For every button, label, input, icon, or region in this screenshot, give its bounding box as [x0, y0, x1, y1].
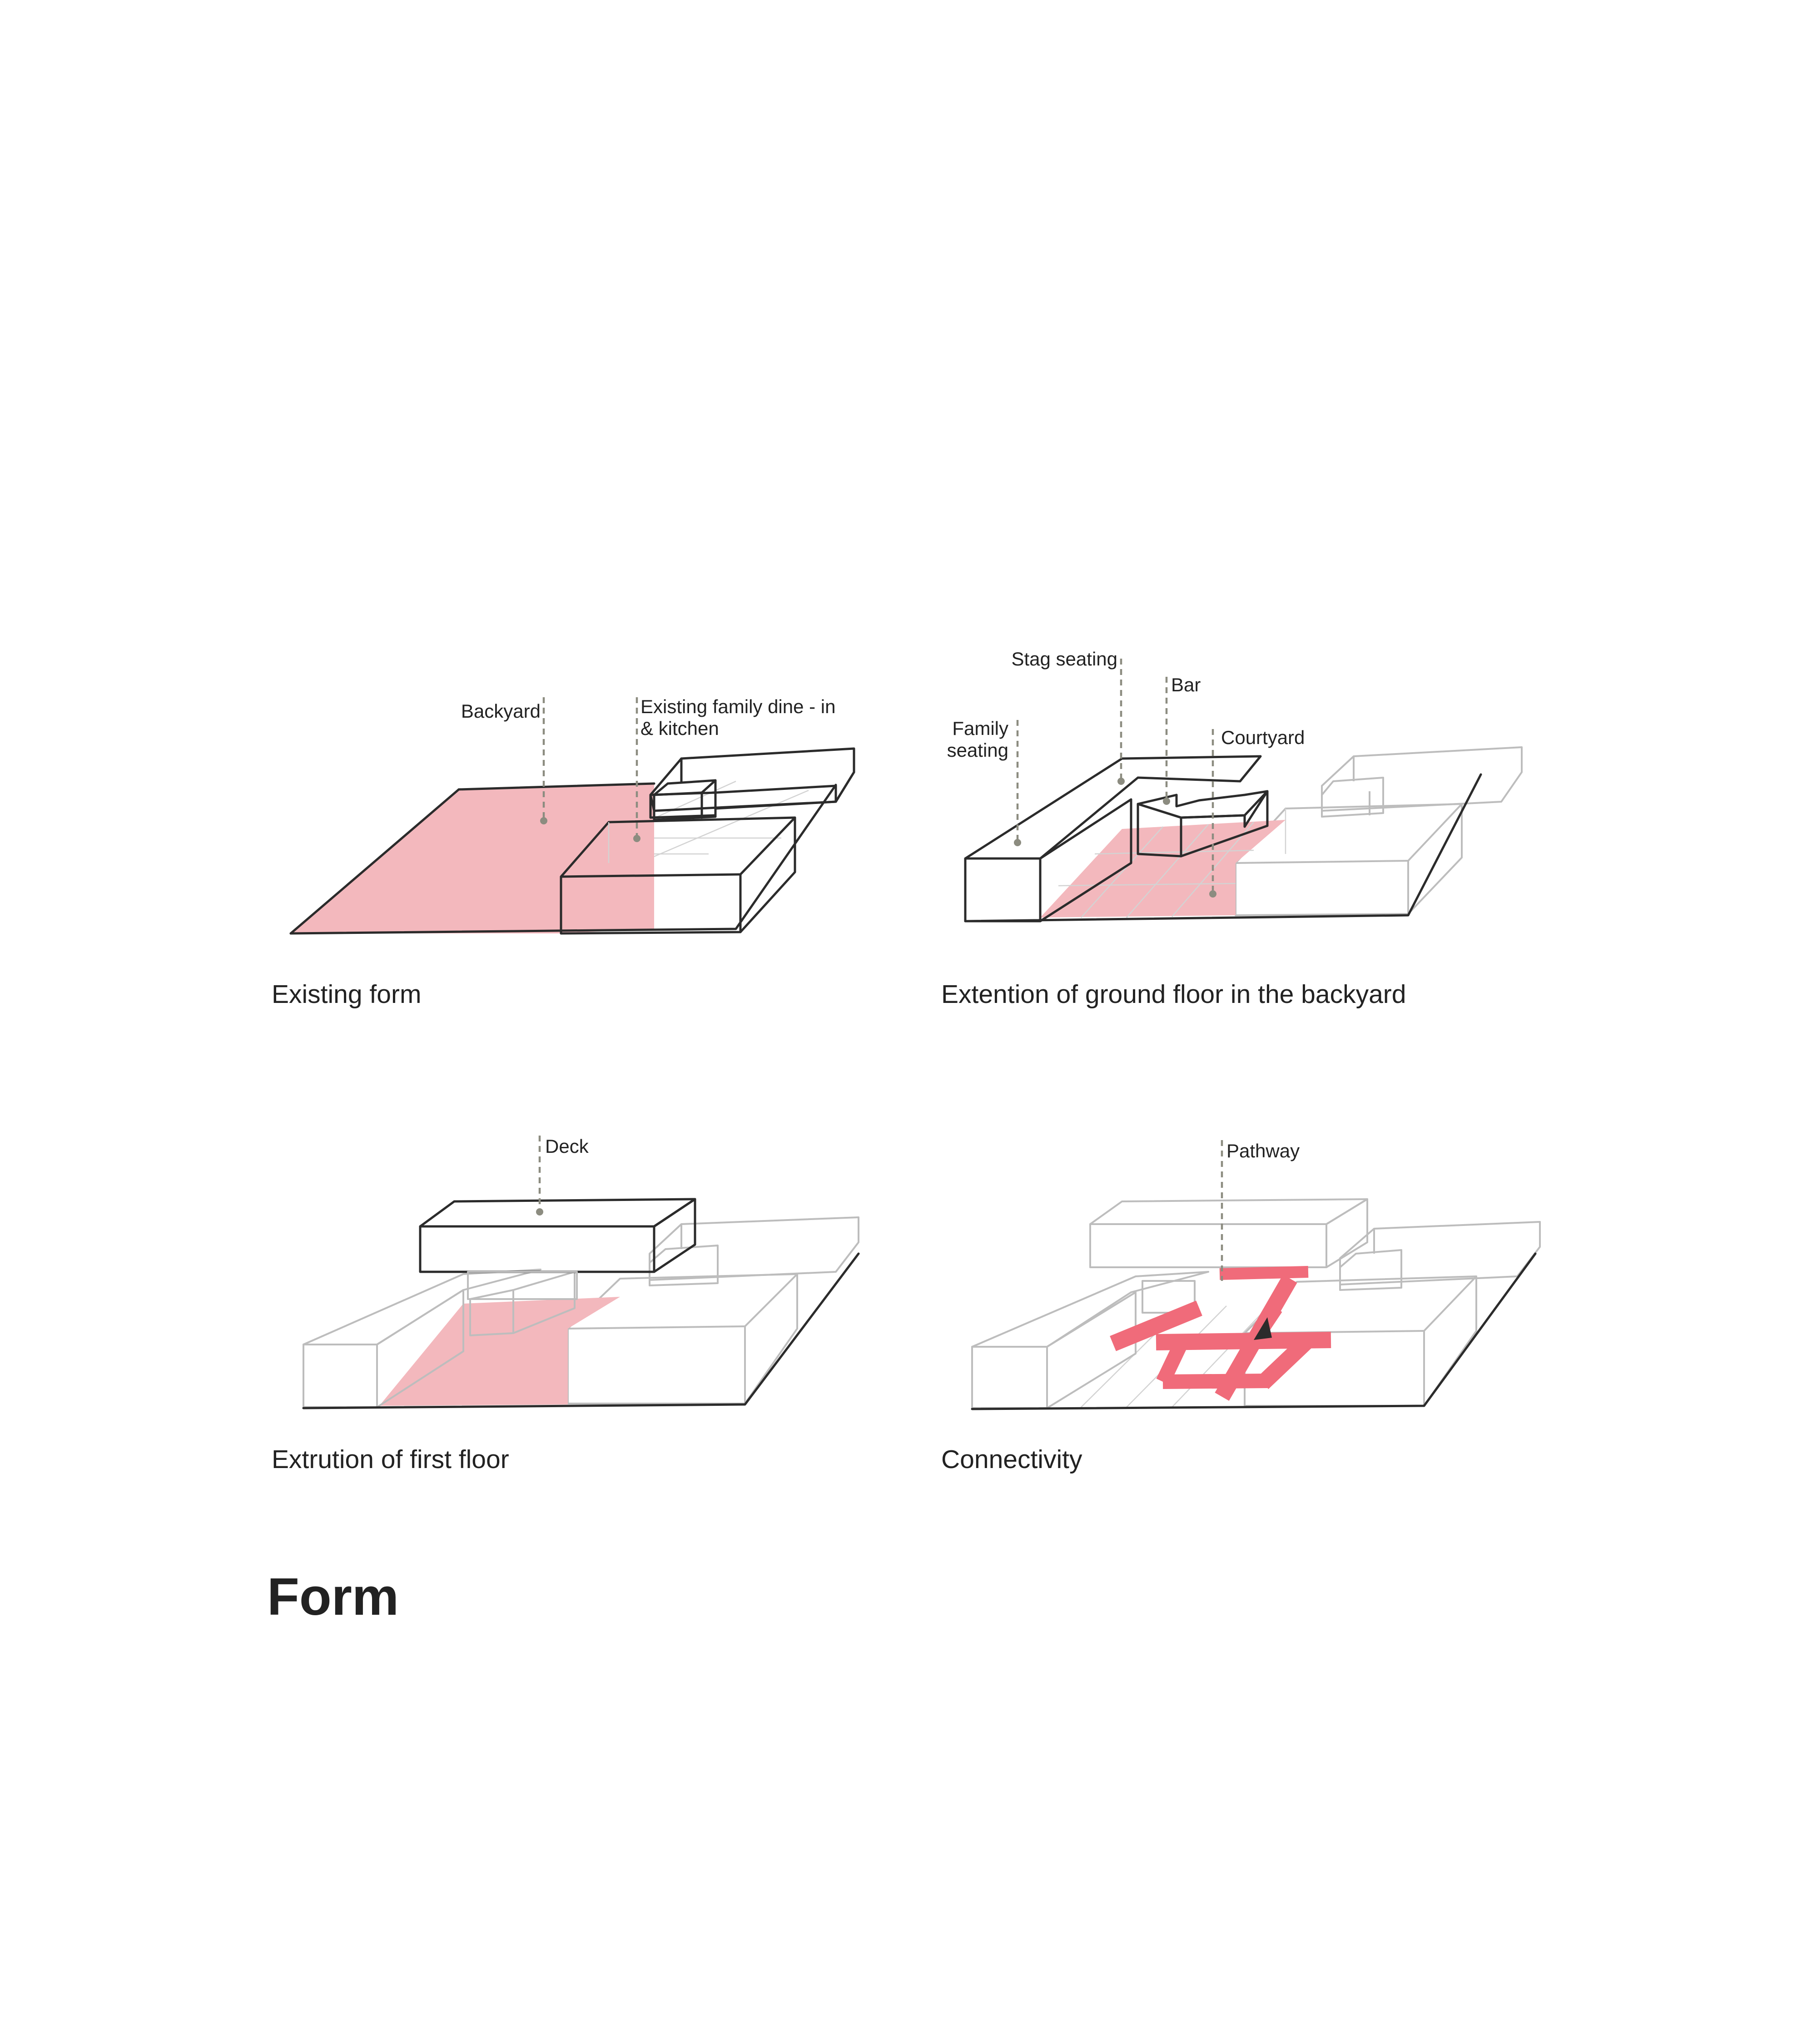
- connectivity-site-outline: [971, 1252, 1537, 1410]
- panel-existing-form: Backyard Existing family dine - in & kit…: [272, 696, 855, 1009]
- label-kitchen-line1: Existing family dine - in: [640, 696, 836, 717]
- backyard-area: [291, 784, 654, 933]
- label-family-line2: seating: [947, 739, 1008, 761]
- panel-first-floor: Deck Extrution of first floor: [272, 1136, 860, 1474]
- pathway-top-bar: [1219, 1266, 1309, 1280]
- family-leader-dot: [1014, 839, 1021, 846]
- bar-leader-dot: [1163, 798, 1170, 805]
- deck-leader-dot: [536, 1208, 543, 1215]
- stag-leader-dot: [1117, 778, 1125, 785]
- extension-ghost-existing: [1235, 746, 1523, 916]
- label-courtyard: Courtyard: [1221, 727, 1305, 748]
- courtyard-area: [1040, 820, 1286, 918]
- site-top-edge: [457, 782, 655, 791]
- pathway-network: [1110, 1266, 1331, 1401]
- caption-connectivity: Connectivity: [941, 1445, 1082, 1474]
- pathway-left-rise: [1156, 1340, 1188, 1385]
- caption-extension: Extention of ground floor in the backyar…: [941, 980, 1406, 1009]
- panel-extension: Family seating Stag seating Bar Courtyar…: [941, 648, 1523, 1009]
- pathway-lower-bar: [1110, 1300, 1202, 1351]
- pathway-right-loop: [1257, 1334, 1314, 1389]
- label-bar: Bar: [1171, 674, 1201, 695]
- caption-first-floor: Extrution of first floor: [272, 1445, 509, 1474]
- backyard-leader-dot: [540, 817, 547, 824]
- first-floor-site-outline: [302, 1252, 860, 1409]
- deck-block: [419, 1198, 696, 1273]
- site-back-edge: [289, 788, 460, 935]
- first-floor-support: [467, 1271, 578, 1300]
- label-stag-seating: Stag seating: [1011, 648, 1117, 670]
- label-family-line1: Family: [952, 718, 1008, 739]
- extension-site-outline: [964, 773, 1482, 923]
- courtyard-leader-dot: [1209, 890, 1216, 898]
- caption-existing-form: Existing form: [272, 980, 421, 1009]
- pathway-shadow: [1254, 1317, 1272, 1340]
- first-floor-backyard: [379, 1297, 620, 1406]
- label-kitchen-line2: & kitchen: [640, 718, 719, 739]
- pathway-front-bar: [1162, 1374, 1268, 1389]
- label-backyard: Backyard: [461, 700, 541, 722]
- label-pathway: Pathway: [1226, 1140, 1300, 1161]
- label-deck: Deck: [545, 1136, 589, 1157]
- site-outline: [289, 784, 837, 935]
- bar-block: [1137, 790, 1269, 858]
- existing-kitchen-block: [560, 747, 855, 935]
- sheet-heading: Form: [267, 1567, 399, 1626]
- panel-connectivity: Pathway Connectivity: [941, 1140, 1541, 1474]
- connectivity-ghost-base: [1081, 1221, 1541, 1408]
- kitchen-leader-dot: [633, 835, 640, 842]
